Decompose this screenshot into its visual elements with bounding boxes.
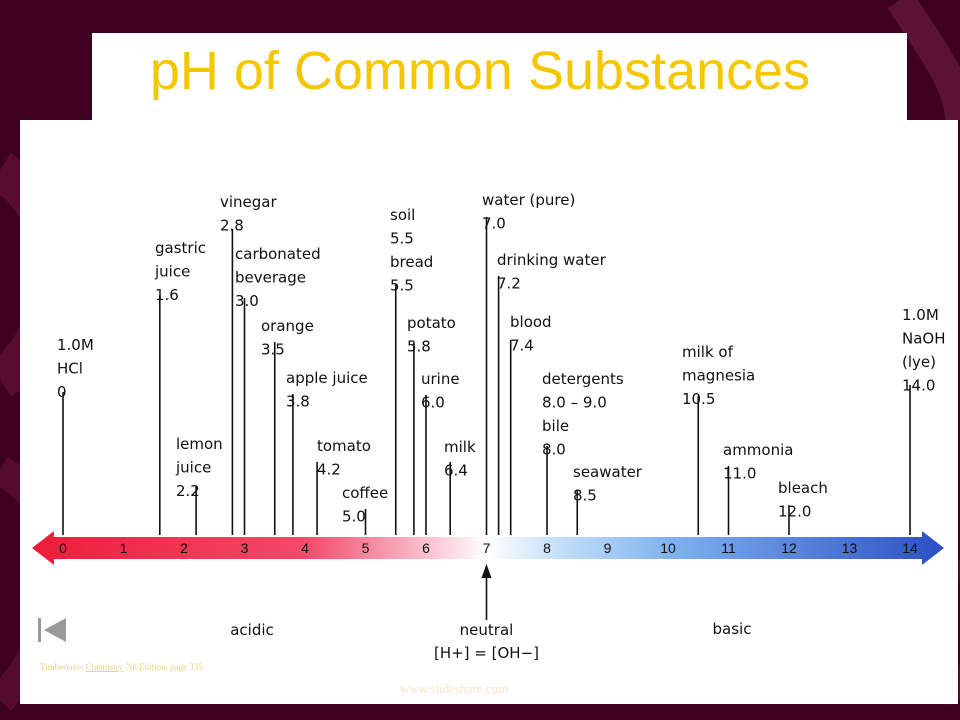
neutral-arrow-head — [481, 564, 492, 578]
scale-tick-label: 3 — [241, 540, 249, 556]
substance-label: magnesia — [682, 367, 755, 385]
substance-label: 12.0 — [778, 503, 811, 521]
ph-scale-bar — [32, 531, 944, 565]
scale-tick-label: 9 — [604, 540, 612, 556]
substance-label: 6.0 — [421, 394, 445, 412]
scale-tick-label: 14 — [902, 540, 918, 556]
substance-label: 10.5 — [682, 390, 715, 408]
previous-slide-icon[interactable] — [36, 617, 68, 643]
substance-label: lemon — [176, 435, 223, 453]
substance-label: bread — [390, 253, 433, 271]
substance-label: potato — [407, 314, 456, 332]
substance-label: carbonated — [235, 245, 321, 263]
substance-label: 6.4 — [444, 462, 468, 480]
neutral-equation: [H+] = [OH−] — [434, 644, 539, 662]
substance-label: 5.8 — [407, 338, 431, 356]
acidic-label: acidic — [230, 621, 274, 639]
substance-label: 1.6 — [155, 286, 179, 304]
substance-label: 11.0 — [723, 465, 756, 483]
scale-tick-label: 1 — [120, 540, 128, 556]
substance-label: 0 — [57, 383, 67, 401]
credit-suffix: 7th Edition, page 335 — [125, 662, 203, 672]
substance-label: coffee — [342, 484, 388, 502]
scale-tick-label: 0 — [59, 540, 67, 556]
substance-label: apple juice — [286, 369, 368, 387]
substance-label: 5.5 — [390, 230, 414, 248]
scale-tick-label: 8 — [543, 540, 551, 556]
watermark: www.slideshare.com — [400, 681, 509, 696]
substance-label: juice — [175, 459, 211, 477]
slide-title: pH of Common Substances — [149, 41, 811, 101]
substance-label: HCl — [57, 360, 83, 378]
scale-tick-label: 13 — [842, 540, 858, 556]
neutral-label: neutral — [460, 621, 514, 639]
substance-label: 8.5 — [573, 487, 597, 505]
credit-prefix: Timberlake, — [40, 662, 84, 672]
substance-label: 2.8 — [220, 217, 244, 235]
substance-label: tomato — [317, 437, 371, 455]
scale-tick-label: 12 — [781, 540, 797, 556]
substance-label: 7.4 — [510, 337, 534, 355]
substance-label: 3.0 — [235, 292, 259, 310]
scale-tick-label: 7 — [483, 540, 491, 556]
substance-label: 7.2 — [497, 275, 521, 293]
substance-label: 8.0 — [542, 441, 566, 459]
scale-tick-label: 4 — [301, 540, 309, 556]
substance-label: bleach — [778, 479, 828, 497]
substance-label: milk of — [682, 343, 734, 361]
substance-label: 5.5 — [390, 277, 414, 295]
substance-label: urine — [421, 370, 460, 388]
scale-tick-label: 2 — [180, 540, 188, 556]
substance-label: 1.0M — [902, 306, 939, 324]
ph-scale-diagram: 0 1 2 3 4 5 6 7 8 9 10 11 12 13 141.0MHCl0gastricjuice… — [32, 191, 946, 662]
substance-label: blood — [510, 313, 552, 331]
substance-label: 14.0 — [902, 377, 935, 395]
source-credit: Timberlake, Chemistry 7th Edition, page … — [40, 662, 203, 672]
substance-label: (lye) — [902, 353, 936, 371]
diagram-panel: 0 1 2 3 4 5 6 7 8 9 10 11 12 13 14 1.0M HCl 0 gastric juice… — [20, 120, 958, 704]
substance-label: 4.2 — [317, 461, 341, 479]
scale-tick-label: 5 — [362, 540, 370, 556]
title-box — [92, 33, 907, 120]
substance-label: vinegar — [220, 193, 277, 211]
substance-label: ammonia — [723, 441, 793, 459]
substance-label: 8.0 – 9.0 — [542, 394, 607, 412]
substance-label: detergents — [542, 370, 624, 388]
substance-label: 2.2 — [176, 482, 200, 500]
substance-label: orange — [261, 317, 314, 335]
substance-label: bile — [542, 417, 569, 435]
substance-label: 3.8 — [286, 393, 310, 411]
credit-link[interactable]: Chemistry — [85, 662, 124, 672]
substance-label: soil — [390, 206, 415, 224]
scale-tick-label: 6 — [422, 540, 430, 556]
substance-label: juice — [154, 263, 190, 281]
basic-label: basic — [713, 620, 752, 638]
substance-label: 3.5 — [261, 341, 285, 359]
substance-label: seawater — [573, 463, 643, 481]
substance-label: 1.0M — [57, 336, 94, 354]
substance-label: milk — [444, 438, 476, 456]
scale-tick-label: 10 — [660, 540, 676, 556]
substance-label: NaOH — [902, 330, 946, 348]
substance-label: drinking water — [497, 251, 607, 269]
substance-label: 7.0 — [482, 215, 506, 233]
substance-label: water (pure) — [482, 191, 575, 209]
substance-label: 5.0 — [342, 508, 366, 526]
substance-label: beverage — [235, 269, 306, 287]
scale-tick-label: 11 — [721, 540, 736, 556]
substance-label: gastric — [155, 239, 206, 257]
